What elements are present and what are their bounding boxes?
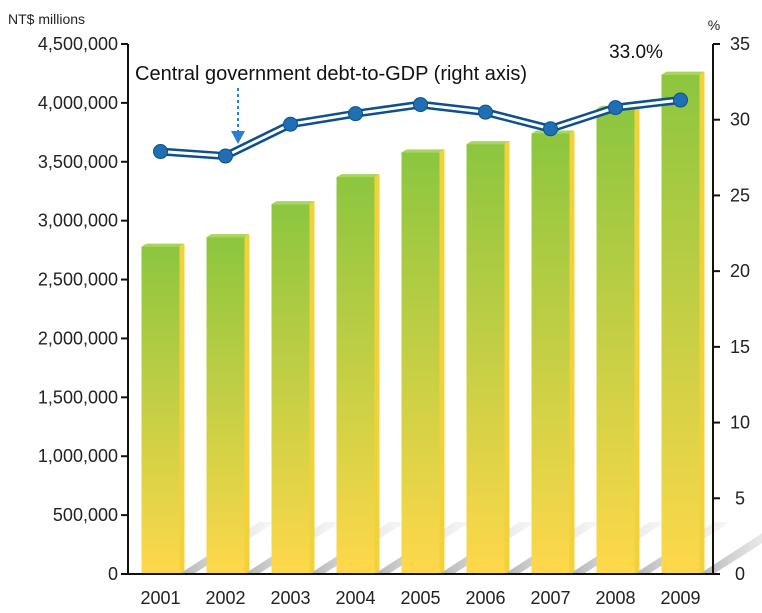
last-value-label: 33.0% (609, 42, 663, 63)
annotation-arrowhead (231, 131, 245, 144)
bar (271, 201, 315, 574)
x-tick-label: 2003 (270, 588, 310, 608)
ratio-point (218, 148, 233, 164)
bar-shadow (699, 533, 762, 574)
bar-front (466, 144, 505, 574)
left-tick-label: 4,500,000 (38, 34, 118, 54)
bar-side (179, 243, 185, 575)
bar (661, 71, 705, 574)
series-annotation: Central government debt-to-GDP (right ax… (135, 63, 527, 85)
left-tick-label: 4,000,000 (38, 93, 118, 113)
left-tick-label: 3,000,000 (38, 211, 118, 231)
right-tick-label: 20 (730, 261, 750, 281)
bar-side (439, 149, 445, 574)
bar-side (244, 234, 250, 574)
bar-front (596, 108, 635, 575)
bar (401, 149, 445, 574)
right-axis-ticks: 0 5 10 15 20 25 30 35 (713, 34, 750, 584)
bar-front (271, 204, 310, 574)
right-tick-label: 35 (730, 34, 750, 54)
ratio-point (153, 144, 168, 160)
bar-top (661, 71, 705, 75)
ratio-point (608, 100, 623, 116)
x-axis-ticks: 2001 2002 2003 2004 2005 2006 2007 2008 2009 (140, 588, 700, 608)
x-tick-label: 2009 (660, 588, 700, 608)
ratio-line (153, 92, 688, 164)
bar (336, 174, 380, 575)
bar-front (141, 246, 180, 575)
bar-top (466, 141, 510, 145)
bar-top (206, 234, 250, 238)
bar-side (569, 130, 575, 574)
x-tick-label: 2001 (140, 588, 180, 608)
ratio-point (543, 121, 558, 137)
bar-front (531, 133, 570, 574)
left-axis-ticks: 0 500,000 1,000,000 1,500,000 2,000,000 2,500… (38, 34, 128, 584)
bar-top (336, 174, 380, 178)
bar-side (374, 174, 380, 575)
bar (206, 234, 250, 574)
bar-top (271, 201, 315, 205)
left-tick-label: 3,500,000 (38, 152, 118, 172)
bar-side (309, 201, 315, 574)
left-tick-label: 2,500,000 (38, 270, 118, 290)
right-tick-label: 5 (735, 488, 745, 508)
x-tick-label: 2005 (400, 588, 440, 608)
left-tick-label: 1,000,000 (38, 446, 118, 466)
bar-front (401, 152, 440, 574)
right-tick-label: 25 (730, 185, 750, 205)
x-tick-label: 2004 (335, 588, 375, 608)
right-axis-unit: % (708, 17, 720, 33)
bar (141, 243, 185, 575)
bar-front (661, 74, 700, 574)
ratio-point (283, 116, 298, 132)
right-tick-label: 0 (735, 564, 745, 584)
right-tick-label: 10 (730, 413, 750, 433)
bar-side (699, 71, 705, 574)
ratio-point (348, 106, 363, 122)
x-tick-label: 2002 (205, 588, 245, 608)
left-tick-label: 1,500,000 (38, 387, 118, 407)
right-tick-label: 15 (730, 337, 750, 357)
bar (596, 105, 640, 575)
bar-front (336, 177, 375, 575)
bar-side (504, 141, 510, 574)
left-tick-label: 0 (108, 564, 118, 584)
bar (531, 130, 575, 574)
bars (141, 71, 705, 575)
bar-front (206, 237, 245, 574)
bar (466, 141, 510, 574)
right-tick-label: 30 (730, 110, 750, 130)
ratio-point (413, 97, 428, 113)
bar-top (141, 243, 185, 247)
left-axis-unit: NT$ millions (8, 11, 85, 27)
bar-top (401, 149, 445, 153)
ratio-point (478, 104, 493, 120)
bar-side (634, 105, 640, 575)
x-tick-label: 2006 (465, 588, 505, 608)
x-tick-label: 2007 (530, 588, 570, 608)
left-tick-label: 2,000,000 (38, 328, 118, 348)
ratio-point (673, 92, 688, 108)
x-tick-label: 2008 (595, 588, 635, 608)
left-tick-label: 500,000 (53, 505, 118, 525)
